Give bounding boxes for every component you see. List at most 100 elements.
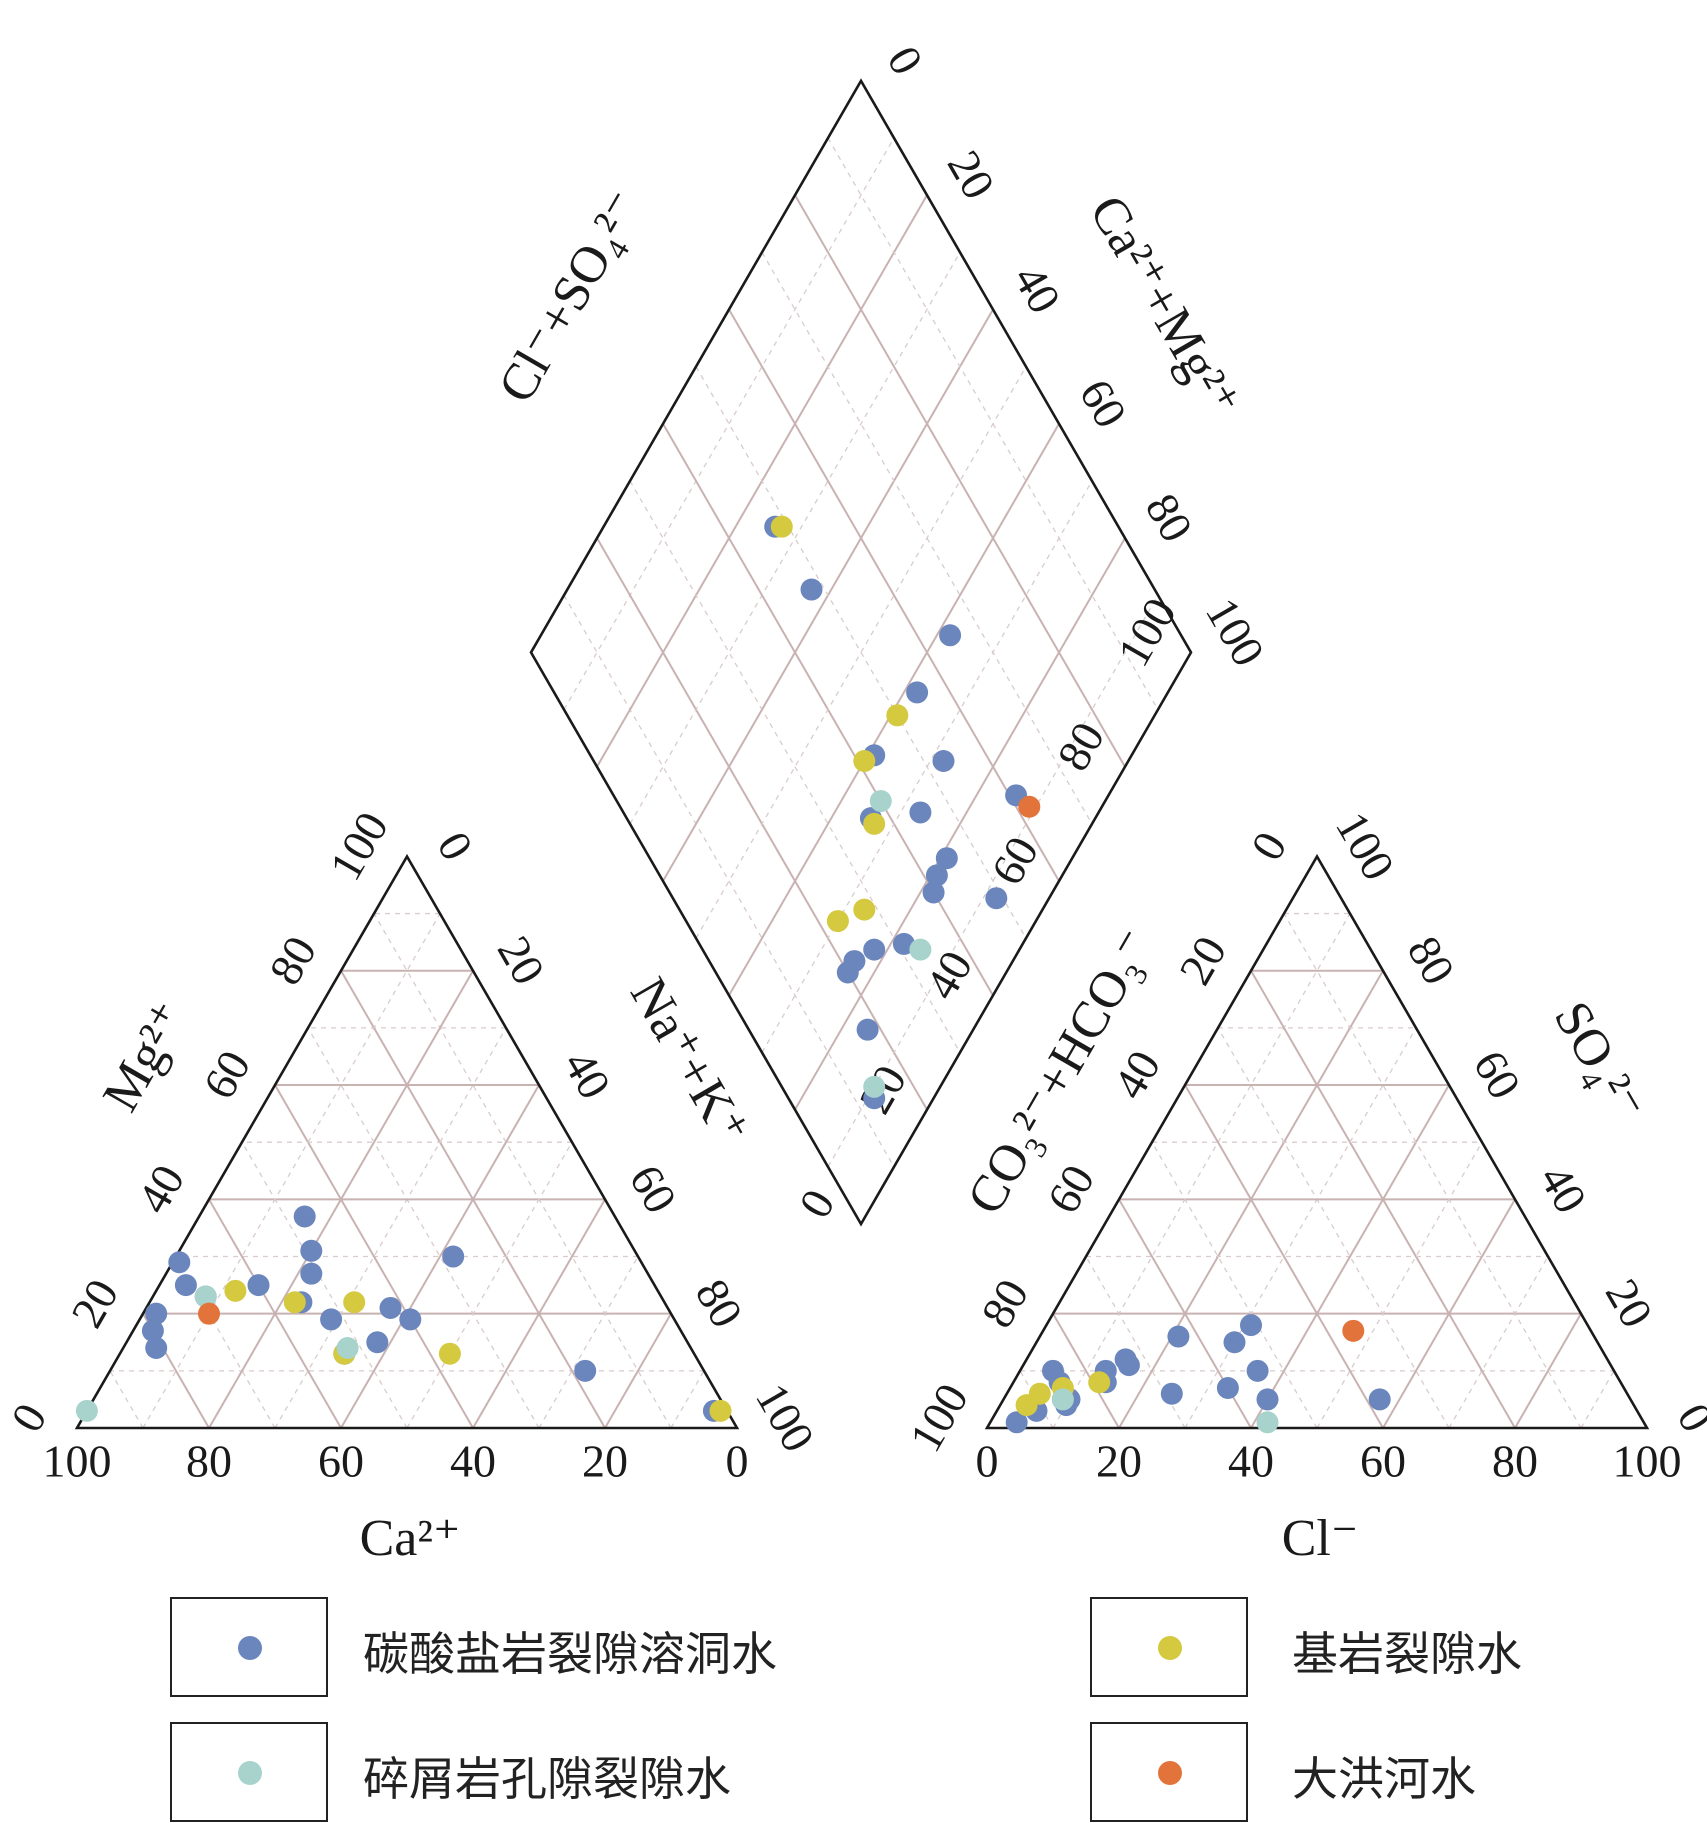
anion-bottom-tick: 0	[976, 1436, 999, 1487]
anion-bottom-tick: 20	[1096, 1436, 1142, 1487]
diamond-point	[770, 515, 793, 538]
diamond-frame	[529, 78, 1193, 1227]
anion-left-tick: 20	[1169, 928, 1236, 993]
cation-point	[141, 1319, 164, 1342]
cation-right-tick: 20	[488, 928, 555, 993]
cation-gridline	[538, 1256, 639, 1429]
cation-point	[194, 1285, 217, 1308]
anion-point	[1051, 1388, 1074, 1411]
cation-right-axis-title: Na⁺+K⁺	[619, 969, 760, 1155]
diamond-point	[935, 847, 958, 870]
diamond-gridline	[761, 251, 1093, 825]
diamond-point	[939, 624, 962, 647]
cation-point	[320, 1308, 343, 1331]
cation-left-tick: 20	[61, 1271, 128, 1336]
anion-gridline	[1184, 1027, 1417, 1429]
cation-point	[709, 1399, 732, 1422]
cation-left-axis-title: Mg²⁺	[92, 993, 199, 1121]
anion-gridline	[1184, 1084, 1384, 1429]
diamond-right-tick: 20	[938, 142, 1005, 207]
anion-bottom-tick: 40	[1228, 1436, 1274, 1487]
cation-gridline	[274, 1027, 507, 1429]
diamond-point	[843, 950, 866, 973]
cation-point	[300, 1239, 323, 1262]
diamond-right-tick: 40	[1004, 256, 1071, 321]
anion-gridline	[1448, 1256, 1549, 1429]
legend-swatch-carbonate	[170, 1597, 328, 1697]
cation-left-tick: 0	[1, 1395, 57, 1440]
legend-dot	[1158, 1636, 1182, 1660]
cation-gridline	[109, 1370, 144, 1429]
anion-point	[1368, 1388, 1391, 1411]
anion-point	[1342, 1319, 1365, 1342]
anion-right-tick: 40	[1530, 1156, 1597, 1221]
cation-point	[198, 1302, 220, 1325]
legend-swatch-river	[1090, 1722, 1248, 1822]
anion-bottom-tick: 80	[1492, 1436, 1538, 1487]
anion-left-tick: 60	[1037, 1156, 1104, 1221]
point-layer	[75, 515, 1391, 1434]
legend-label-river: 大洪河水	[1292, 1752, 1476, 1806]
diamond-gridline	[563, 137, 895, 710]
diamond-left-tick: 80	[1047, 714, 1114, 779]
cation-point	[283, 1291, 306, 1314]
cation-point	[300, 1262, 323, 1285]
cation-gridline	[142, 913, 441, 1429]
legend-dot	[238, 1636, 262, 1660]
diamond-right-tick: 100	[1196, 589, 1275, 674]
diamond-point	[869, 790, 892, 813]
grid-layer	[109, 137, 1615, 1429]
diamond-left-tick: 60	[981, 828, 1048, 893]
cation-point	[379, 1296, 402, 1319]
diamond-gridline	[827, 137, 1159, 710]
anion-left-tick: 0	[1241, 823, 1297, 868]
diamond-point	[892, 932, 915, 955]
cation-point	[145, 1336, 168, 1359]
anion-point	[1160, 1382, 1183, 1405]
cation-bottom-tick: 40	[450, 1436, 496, 1487]
cation-point	[399, 1308, 422, 1331]
cation-gridline	[208, 1198, 342, 1429]
cation-gridline	[406, 1141, 573, 1429]
cation-point	[366, 1331, 389, 1354]
cation-gridline	[241, 1141, 408, 1429]
legend-dot	[1158, 1761, 1182, 1785]
diamond-point	[1018, 795, 1041, 818]
anion-bottom-axis-title: Cl⁻	[1282, 1510, 1359, 1567]
diamond-right-tick: 80	[1136, 485, 1203, 550]
cation-right-tick: 40	[554, 1042, 621, 1107]
diamond-gridline	[629, 251, 961, 825]
anion-right-tick: 100	[1326, 803, 1405, 888]
anion-right-tick: 60	[1464, 1042, 1531, 1107]
cation-left-tick: 80	[259, 928, 326, 993]
diamond-point	[800, 578, 823, 601]
anion-gridline	[1580, 1370, 1615, 1429]
anion-point	[1240, 1314, 1262, 1337]
anion-right-tick: 20	[1596, 1271, 1663, 1336]
anion-left-tick: 80	[971, 1271, 1038, 1336]
cation-point	[574, 1359, 597, 1382]
cation-gridline	[604, 1313, 672, 1429]
anion-gridline	[1052, 1313, 1120, 1429]
diamond-point	[863, 812, 886, 835]
diamond-point	[853, 750, 876, 773]
anion-triangle-frame	[984, 853, 1650, 1430]
anion-point	[1223, 1331, 1246, 1354]
diamond-right-tick: 60	[1070, 371, 1137, 436]
anion-point	[1256, 1388, 1279, 1411]
anion-gridline	[1283, 913, 1582, 1429]
cation-bottom-tick: 80	[186, 1436, 232, 1487]
legend-swatch-clastic	[170, 1722, 328, 1822]
cation-bottom-tick: 20	[582, 1436, 628, 1487]
legend-dot	[238, 1761, 262, 1785]
diamond-point	[932, 750, 955, 773]
legend-swatch-bedrock	[1090, 1597, 1248, 1697]
anion-right-tick: 80	[1398, 928, 1465, 993]
cation-point	[438, 1342, 461, 1365]
diamond-gridline	[761, 480, 1093, 1053]
cation-left-tick: 40	[127, 1156, 194, 1221]
anion-bottom-tick: 60	[1360, 1436, 1406, 1487]
anion-gridline	[1316, 1141, 1483, 1429]
cation-left-tick: 100	[319, 803, 398, 888]
